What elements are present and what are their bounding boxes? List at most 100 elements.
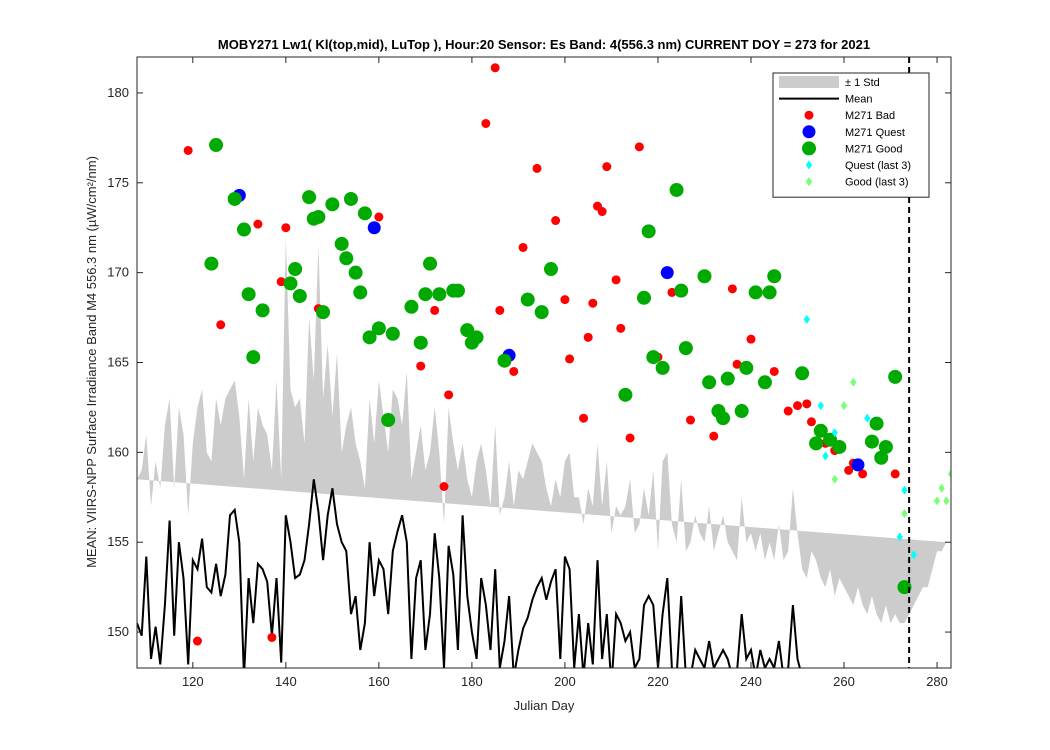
marker-m271-good bbox=[418, 287, 433, 302]
marker-m271-good bbox=[339, 251, 354, 266]
legend-box bbox=[772, 72, 930, 198]
marker-m271-bad bbox=[216, 320, 226, 330]
marker-m271-good bbox=[874, 450, 889, 465]
marker-m271-good bbox=[809, 436, 824, 451]
marker-m271-good bbox=[767, 269, 782, 284]
x-axis-label: Julian Day bbox=[514, 698, 575, 713]
marker-m271-good bbox=[646, 350, 661, 365]
x-tick-label: 240 bbox=[740, 674, 762, 689]
std-band-area bbox=[137, 236, 947, 624]
y-tick-label: 150 bbox=[107, 624, 129, 639]
marker-m271-good bbox=[739, 360, 754, 375]
marker-m271-good bbox=[241, 287, 256, 302]
legend-swatch-diamond bbox=[805, 177, 813, 187]
marker-m271-good bbox=[371, 321, 386, 336]
marker-m271-bad bbox=[732, 359, 742, 369]
marker-m271-bad bbox=[579, 413, 589, 423]
marker-m271-bad bbox=[616, 323, 626, 333]
marker-m271-bad bbox=[727, 284, 737, 294]
marker-m271-bad bbox=[634, 142, 644, 152]
marker-m271-good bbox=[888, 369, 903, 384]
marker-m271-bad bbox=[276, 277, 286, 287]
marker-m271-good bbox=[534, 305, 549, 320]
marker-m271-good bbox=[288, 262, 303, 277]
marker-m271-quest bbox=[367, 221, 381, 235]
marker-m271-good bbox=[381, 413, 396, 428]
marker-m271-good bbox=[637, 290, 652, 305]
marker-quest-last-3 bbox=[803, 314, 810, 324]
marker-m271-good bbox=[832, 439, 847, 454]
marker-m271-good bbox=[469, 330, 484, 345]
marker-good-last-3 bbox=[933, 496, 941, 506]
marker-quest-last-3 bbox=[831, 428, 838, 438]
marker-m271-good bbox=[674, 283, 689, 298]
marker-m271-good bbox=[813, 423, 828, 438]
marker-m271-good bbox=[795, 366, 810, 381]
marker-quest-last-3 bbox=[910, 550, 917, 560]
x-tick-label: 200 bbox=[554, 674, 576, 689]
marker-m271-good bbox=[734, 404, 749, 419]
marker-m271-good bbox=[432, 287, 447, 302]
marker-m271-good bbox=[678, 341, 693, 356]
axis-ticks: 120 140 160 180 200 220 240 260 280 150 155 160 165 1… bbox=[107, 57, 951, 689]
marker-m271-bad bbox=[565, 354, 575, 364]
marker-good-last-3 bbox=[943, 496, 950, 506]
legend-swatch-diamond bbox=[805, 160, 813, 170]
marker-m271-bad bbox=[667, 287, 677, 297]
marker-m271-good bbox=[316, 305, 331, 320]
marker-m271-good bbox=[343, 191, 358, 206]
marker-m271-bad bbox=[551, 216, 561, 226]
marker-m271-good bbox=[450, 283, 465, 298]
marker-quest-last-3 bbox=[822, 451, 829, 461]
legend-swatch-dot bbox=[802, 125, 816, 139]
marker-m271-bad bbox=[439, 481, 449, 491]
legend-label: Good (last 3) bbox=[845, 177, 909, 189]
marker-m271-good bbox=[520, 292, 535, 307]
marker-m271-good bbox=[283, 276, 298, 291]
marker-m271-bad bbox=[532, 163, 542, 173]
y-tick-label: 165 bbox=[107, 355, 129, 370]
marker-m271-good bbox=[325, 197, 340, 212]
marker-m271-bad bbox=[806, 417, 816, 427]
chart-title: MOBY271 Lw1( Kl(top,mid), LuTop ), Hour:… bbox=[218, 37, 870, 52]
marker-m271-bad bbox=[192, 636, 202, 646]
marker-m271-bad bbox=[844, 465, 854, 475]
marker-good-last-3 bbox=[840, 401, 848, 411]
marker-m271-good bbox=[302, 190, 317, 205]
marker-quest-last-3 bbox=[864, 413, 871, 423]
marker-good-last-3 bbox=[938, 483, 945, 493]
y-axis-label: MEAN: VIIRS-NPP Surface Irradiance Band … bbox=[84, 156, 99, 568]
marker-m271-bad bbox=[611, 275, 621, 285]
marker-m271-good bbox=[878, 439, 893, 454]
y-tick-label: 180 bbox=[107, 85, 129, 100]
marker-m271-good bbox=[246, 350, 261, 365]
marker-m271-good bbox=[641, 224, 656, 239]
legend-swatch-band bbox=[779, 76, 839, 88]
marker-m271-good bbox=[669, 182, 684, 197]
marker-m271-bad bbox=[709, 431, 719, 441]
marker-good-last-3 bbox=[850, 377, 857, 387]
marker-m271-bad bbox=[686, 415, 696, 425]
marker-m271-good bbox=[209, 138, 224, 153]
legend-swatch-dot bbox=[802, 141, 816, 156]
marker-m271-quest bbox=[660, 266, 674, 280]
marker-m271-bad bbox=[890, 469, 900, 479]
marker-m271-good bbox=[204, 256, 219, 271]
marker-quest-last-3 bbox=[817, 401, 824, 411]
marker-m271-bad bbox=[783, 406, 793, 416]
marker-m271-bad bbox=[858, 469, 868, 479]
marker-m271-good bbox=[423, 256, 438, 271]
marker-quest-last-3 bbox=[896, 532, 903, 542]
marker-m271-good bbox=[716, 411, 731, 426]
marker-m271-bad bbox=[416, 361, 426, 371]
legend-label: Quest (last 3) bbox=[845, 160, 911, 172]
marker-quest-last-3 bbox=[901, 485, 908, 495]
marker-m271-bad bbox=[253, 219, 263, 229]
marker-m271-good bbox=[762, 285, 777, 300]
marker-m271-good bbox=[385, 326, 400, 341]
legend-label: M271 Bad bbox=[845, 110, 895, 122]
marker-m271-bad bbox=[490, 63, 500, 73]
marker-m271-bad bbox=[481, 118, 491, 128]
marker-m271-bad bbox=[602, 162, 612, 172]
